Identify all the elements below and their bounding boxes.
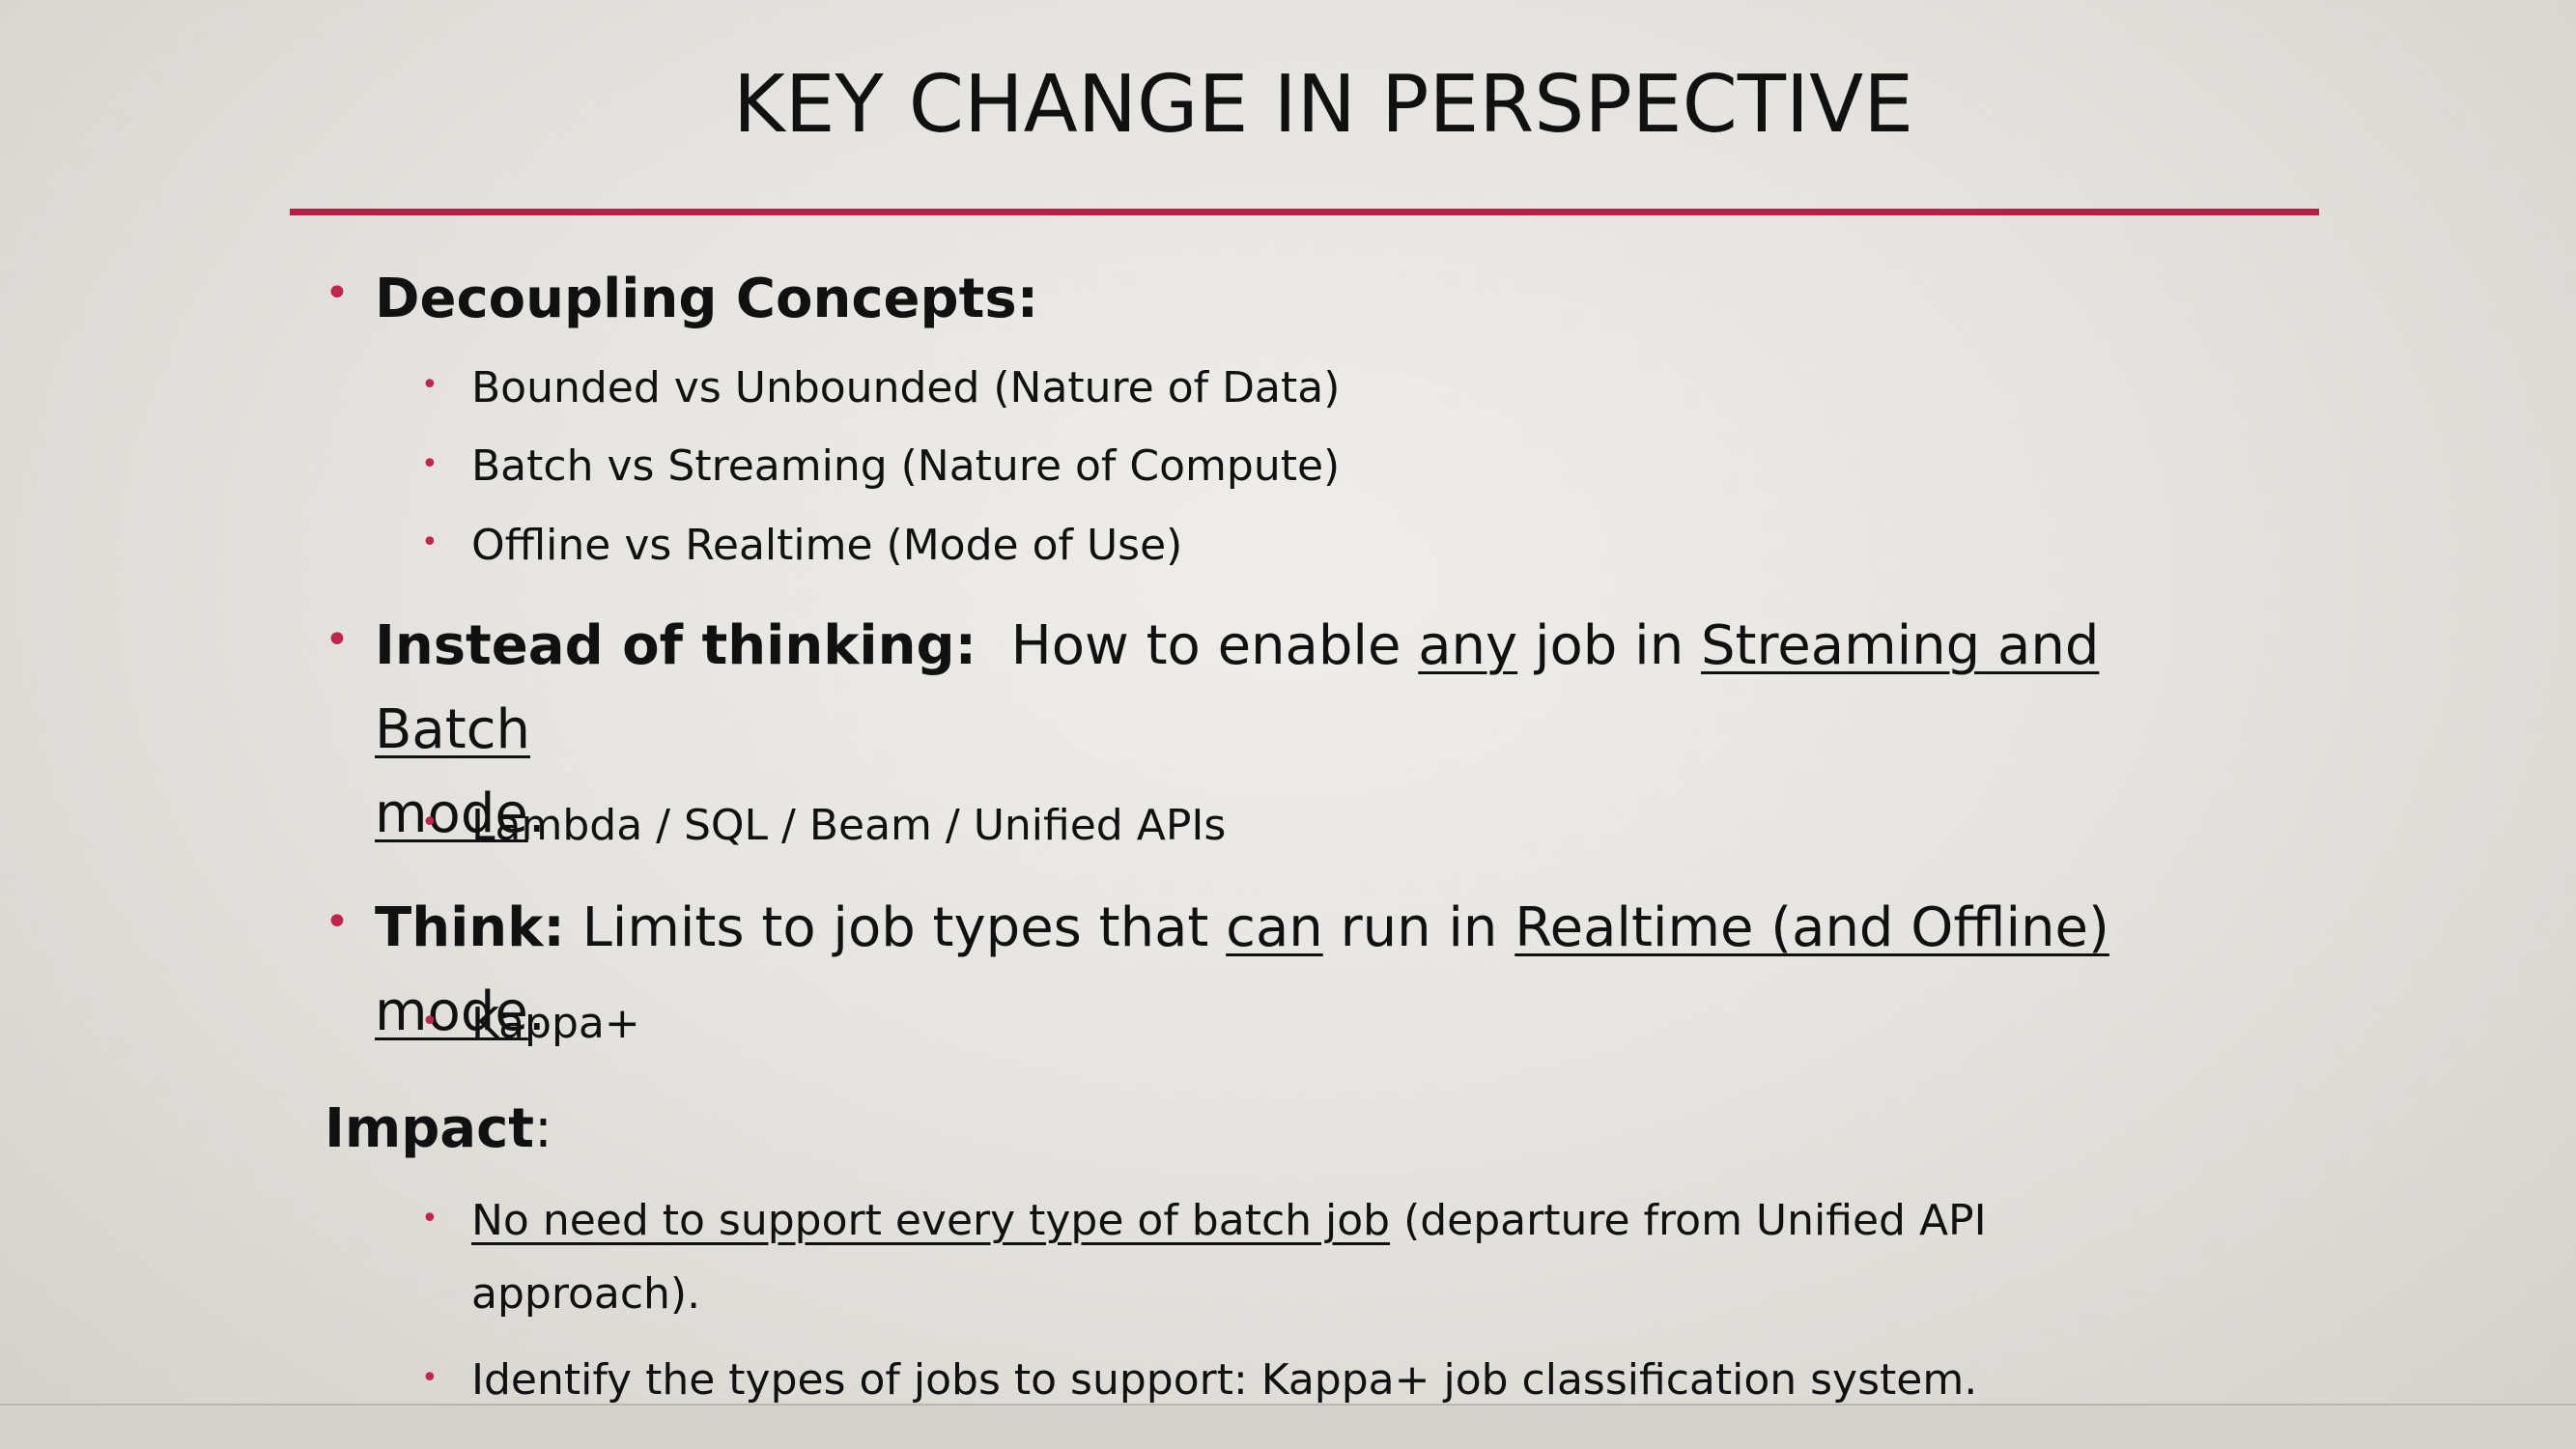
impact-item-1-text: (departure from Unified API (1390, 1196, 1987, 1245)
instead-heading: Instead of thinking: (375, 614, 977, 677)
think-text-2: run in (1322, 896, 1515, 959)
instead-text-3: . (527, 782, 546, 845)
think-paragraph: Think: Limits to job types that can run … (375, 886, 2258, 1054)
footer-band (0, 1406, 2576, 1449)
decoupling-item-2: Batch vs Streaming (Nature of Compute) (471, 441, 1341, 491)
think-emphasis-realtime: Realtime (and Offline) mode (375, 896, 2109, 1043)
decoupling-item-1: Bounded vs Unbounded (Nature of Data) (471, 363, 1341, 412)
impact-heading-colon: : (534, 1097, 552, 1160)
think-emphasis-can: can (1226, 896, 1323, 959)
impact-heading: Impact: (325, 1087, 552, 1171)
sub-bullet-icon: • (421, 1005, 439, 1038)
sub-bullet-icon: • (421, 1361, 439, 1395)
impact-item-2: Identify the types of jobs to support: K… (471, 1355, 1978, 1405)
sub-bullet-icon: • (421, 526, 439, 559)
instead-text-2: job in (1517, 614, 1701, 677)
decoupling-heading: Decoupling Concepts: (375, 257, 2258, 341)
bullet-icon: • (325, 615, 350, 665)
title-underline-rule (290, 209, 2319, 215)
instead-paragraph: Instead of thinking: How to enable any j… (375, 604, 2258, 856)
decoupling-heading-text: Decoupling Concepts: (375, 268, 1039, 330)
bullet-icon: • (325, 897, 350, 947)
think-text-3: . (527, 980, 546, 1043)
footer-divider (0, 1404, 2576, 1406)
instead-emphasis-any: any (1418, 614, 1518, 677)
think-text-1: Limits to job types that (564, 896, 1227, 959)
instead-emphasis-streaming: Streaming and Batch (375, 614, 2100, 761)
think-sub-item: Kappa+ (471, 999, 640, 1048)
instead-emphasis-mode: mode (375, 782, 528, 845)
sub-bullet-icon: • (421, 447, 439, 481)
sub-bullet-icon: • (421, 806, 439, 839)
bullet-icon: • (325, 269, 350, 318)
think-heading: Think: (375, 896, 565, 959)
instead-sub-item: Lambda / SQL / Beam / Unified APIs (471, 801, 1227, 850)
instead-text-1: How to enable (1010, 614, 1419, 677)
sub-bullet-icon: • (421, 1202, 439, 1236)
impact-item-1-emphasis: No need to support every type of batch j… (471, 1196, 1391, 1245)
impact-heading-text: Impact (325, 1097, 535, 1160)
decoupling-item-3: Offline vs Realtime (Mode of Use) (471, 521, 1183, 570)
impact-item-1-text-2: approach). (471, 1269, 701, 1319)
slide-title: KEY CHANGE IN PERSPECTIVE (732, 59, 1914, 151)
sub-bullet-icon: • (421, 368, 439, 402)
impact-item-1: No need to support every type of batch j… (471, 1184, 2210, 1331)
